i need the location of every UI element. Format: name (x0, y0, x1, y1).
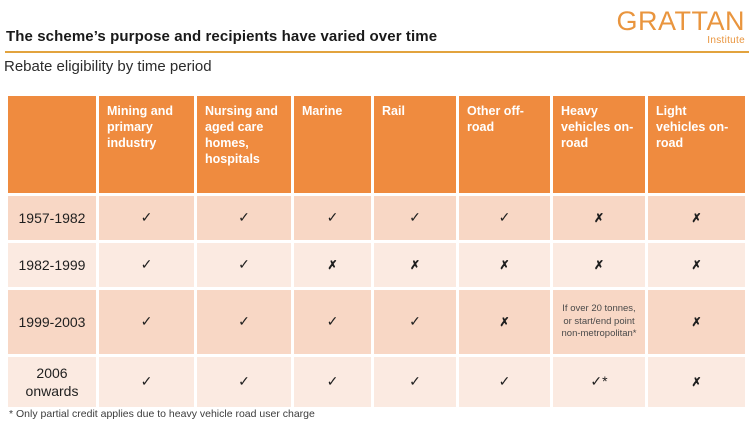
eligibility-cell: ✓ (99, 357, 194, 408)
eligibility-cell: ✗ (648, 196, 745, 240)
cross-icon: ✗ (499, 258, 510, 272)
check-icon: ✓ (140, 256, 153, 272)
eligibility-cell: ✓ (197, 357, 291, 408)
check-icon: ✓* (590, 373, 608, 390)
eligibility-cell: ✓ (459, 357, 550, 408)
grattan-logo: GRATTAN Institute (617, 8, 746, 46)
eligibility-cell: ✗ (553, 243, 645, 287)
check-icon: ✓ (238, 256, 250, 272)
eligibility-cell: ✗ (374, 243, 456, 287)
check-icon: ✓ (498, 209, 511, 225)
eligibility-cell: ✓ (374, 357, 456, 408)
check-icon: ✓ (409, 313, 421, 329)
check-icon: ✓ (326, 313, 339, 329)
eligibility-cell: ✓ (294, 290, 371, 354)
cross-icon: ✗ (691, 315, 702, 329)
eligibility-cell: ✓* (553, 357, 645, 408)
eligibility-cell: ✓ (294, 357, 371, 408)
eligibility-cell: ✗ (648, 243, 745, 287)
cross-icon: ✗ (409, 258, 421, 272)
column-header: Marine (294, 96, 371, 193)
column-header: Heavy vehicles on-road (553, 96, 645, 193)
eligibility-cell: ✗ (553, 196, 645, 240)
column-header: Nursing and aged care homes, hospitals (197, 96, 291, 193)
period-cell: 2006 onwards (8, 357, 96, 408)
cross-icon: ✗ (593, 258, 605, 272)
cross-icon: ✗ (691, 211, 702, 225)
eligibility-cell: ✓ (99, 290, 194, 354)
title-divider (5, 51, 749, 53)
table-row: 1982-1999 ✓ ✓ ✗ ✗ ✗ ✗ ✗ (8, 243, 745, 287)
cross-icon: ✗ (499, 315, 510, 329)
page-title: The scheme’s purpose and recipients have… (6, 28, 438, 45)
check-icon: ✓ (498, 373, 511, 390)
eligibility-cell: ✗ (648, 357, 745, 408)
cross-icon: ✗ (327, 258, 338, 272)
logo-subtext: Institute (707, 35, 745, 46)
table-row: 2006 onwards ✓ ✓ ✓ ✓ ✓ ✓* ✗ (8, 357, 745, 408)
check-icon: ✓ (140, 313, 153, 329)
check-icon: ✓ (238, 373, 250, 390)
eligibility-cell: If over 20 tonnes, or start/end point no… (553, 290, 645, 354)
check-icon: ✓ (326, 373, 339, 390)
eligibility-cell: ✗ (459, 243, 550, 287)
eligibility-cell: ✓ (459, 196, 550, 240)
eligibility-cell: ✓ (197, 196, 291, 240)
eligibility-cell: ✓ (99, 196, 194, 240)
table-header: Mining and primary industry Nursing and a… (8, 96, 745, 193)
check-icon: ✓ (238, 313, 250, 329)
check-icon: ✓ (140, 209, 153, 225)
eligibility-cell: ✓ (197, 290, 291, 354)
eligibility-cell: ✓ (374, 290, 456, 354)
conditional-note: If over 20 tonnes, or start/end point no… (561, 303, 637, 340)
eligibility-cell: ✗ (294, 243, 371, 287)
corner-cell (8, 96, 96, 193)
column-header: Other off-road (459, 96, 550, 193)
eligibility-cell: ✗ (648, 290, 745, 354)
table-body: 1957-1982 ✓ ✓ ✓ ✓ ✓ ✗ ✗ 1982-1999 ✓ ✓ ✗ ✗ ✗ ✗ ✗ 1999-200… (8, 196, 745, 408)
logo-wordmark: GRATTAN (616, 6, 745, 36)
cross-icon: ✗ (691, 258, 702, 272)
table-row: 1999-2003 ✓ ✓ ✓ ✓ ✗ If over 20 tonnes, or star… (8, 290, 745, 354)
eligibility-cell: ✓ (99, 243, 194, 287)
column-header: Light vehicles on-road (648, 96, 745, 193)
period-cell: 1982-1999 (8, 243, 96, 287)
check-icon: ✓ (409, 209, 421, 225)
eligibility-table: Mining and primary industry Nursing and a… (5, 93, 748, 410)
column-header: Mining and primary industry (99, 96, 194, 193)
check-icon: ✓ (409, 373, 421, 390)
period-cell: 1999-2003 (8, 290, 96, 354)
check-icon: ✓ (326, 209, 339, 225)
eligibility-cell: ✗ (459, 290, 550, 354)
check-icon: ✓ (238, 209, 250, 225)
footnote: * Only partial credit applies due to hea… (9, 408, 315, 420)
eligibility-cell: ✓ (197, 243, 291, 287)
eligibility-cell: ✓ (294, 196, 371, 240)
page-subtitle: Rebate eligibility by time period (4, 58, 212, 75)
check-icon: ✓ (140, 373, 153, 390)
table-row: 1957-1982 ✓ ✓ ✓ ✓ ✓ ✗ ✗ (8, 196, 745, 240)
period-cell: 1957-1982 (8, 196, 96, 240)
column-header: Rail (374, 96, 456, 193)
cross-icon: ✗ (691, 375, 702, 390)
eligibility-cell: ✓ (374, 196, 456, 240)
cross-icon: ✗ (593, 211, 605, 225)
